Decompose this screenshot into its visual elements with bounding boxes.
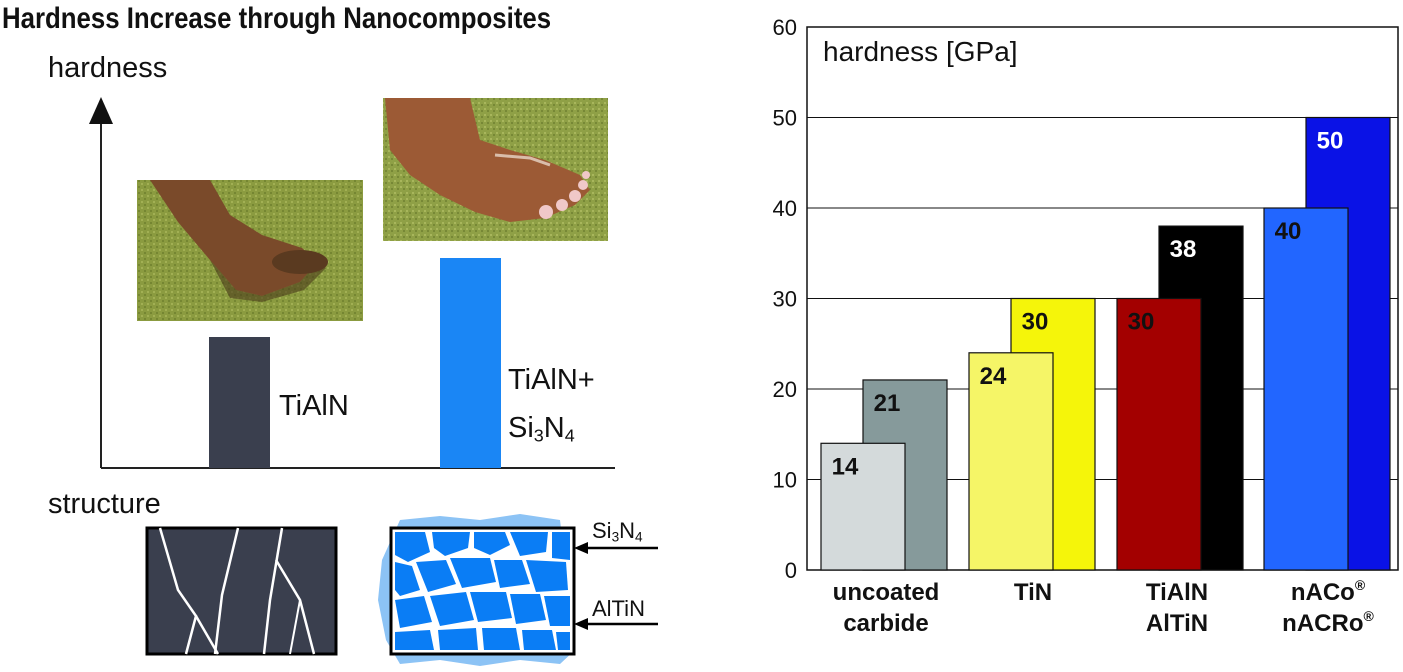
bar-value-label: 40 <box>1275 218 1302 245</box>
x-category-label: carbide <box>843 610 928 637</box>
bar-value-label: 30 <box>1022 309 1049 336</box>
y-tick-label: 60 <box>773 15 797 40</box>
chart-svg: 0 10 20 30 40 50 60 hardness [GPa] 14 21 uncoated c… <box>773 15 1399 637</box>
structure-nanocomposite-box <box>378 514 576 666</box>
arrow-altin-label: AlTiN <box>592 596 645 621</box>
bar <box>1116 297 1202 571</box>
x-category-label: nACRo® <box>1282 608 1374 637</box>
bar <box>1263 207 1349 571</box>
bar-tialn-si3n4-label-line1: TiAlN+ <box>508 364 595 396</box>
y-tick-label: 50 <box>773 106 797 131</box>
hardness-bar-chart: 0 10 20 30 40 50 60 hardness [GPa] 14 21 uncoated c… <box>740 0 1403 667</box>
bar-tialn-label: TiAlN <box>279 390 349 422</box>
bar <box>968 352 1054 571</box>
bar-value-label: 30 <box>1128 309 1155 336</box>
bar-tialn <box>209 337 270 468</box>
bar-value-label: 38 <box>1170 236 1197 263</box>
bar-tialn-si3n4-label-line2: Si3N4 <box>508 412 575 446</box>
arrow-si3n4-label: Si3N4 <box>592 518 643 545</box>
y-tick-label: 20 <box>773 377 797 402</box>
y-tick-label: 40 <box>773 196 797 221</box>
foot-on-top-photo <box>383 98 608 241</box>
y-tick-label: 30 <box>773 287 797 312</box>
x-category-label: TiAlN <box>1146 579 1208 606</box>
x-category-label: AlTiN <box>1146 610 1208 637</box>
bar-value-label: 24 <box>980 363 1007 390</box>
y-tick-label: 0 <box>785 558 797 583</box>
structure-label: structure <box>48 488 161 520</box>
chart-title: hardness [GPa] <box>823 36 1018 67</box>
foot-sinking-photo <box>137 180 363 321</box>
bar-value-label: 21 <box>874 390 901 417</box>
bar-value-label: 14 <box>832 453 859 480</box>
hardness-axis-label: hardness <box>48 52 168 84</box>
bar <box>820 442 906 571</box>
y-tick-label: 10 <box>773 468 797 493</box>
axis-arrowhead <box>89 97 113 124</box>
x-category-label: uncoated <box>833 579 940 606</box>
bar-value-label: 50 <box>1317 128 1344 155</box>
page-title: Hardness Increase through Nanocomposites <box>2 2 552 35</box>
bar-tialn-si3n4 <box>440 258 501 468</box>
illustration-drawing <box>89 97 658 666</box>
x-category-label: nACo® <box>1291 577 1366 606</box>
x-category-label: TiN <box>1014 579 1052 606</box>
nanocomposite-illustration: Hardness Increase through Nanocomposites… <box>0 0 700 667</box>
structure-columnar-box <box>145 526 338 656</box>
